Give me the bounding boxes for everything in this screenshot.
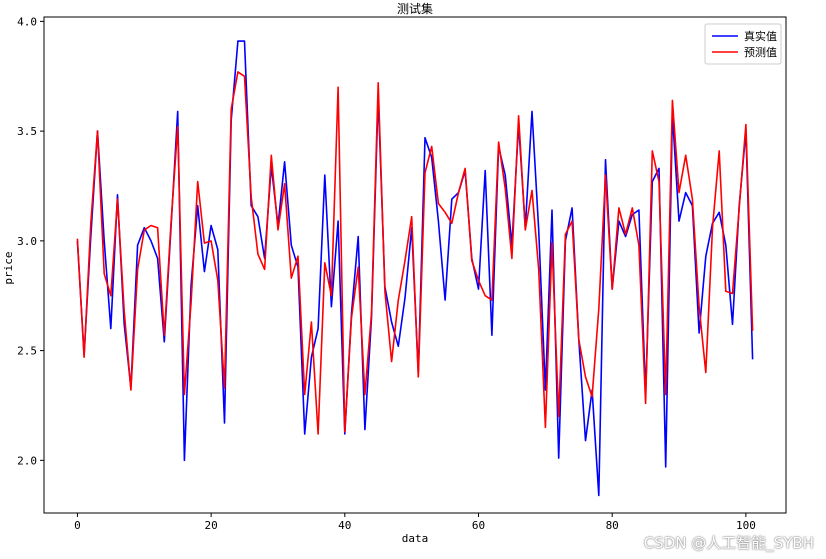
x-tick-label: 20 — [204, 519, 217, 532]
plot-frame — [43, 16, 787, 514]
y-axis-label: price — [2, 251, 15, 284]
legend: 真实值 预测值 — [704, 23, 782, 65]
x-tick-label: 100 — [736, 519, 756, 532]
legend-label-pred: 预测值 — [744, 46, 777, 59]
x-tick-label: 0 — [74, 519, 81, 532]
watermark: CSDN @人工智能_SYBH — [643, 534, 814, 552]
x-tick-label: 80 — [606, 519, 619, 532]
x-axis-ticks: 0 20 40 60 80 100 — [74, 513, 756, 532]
chart-title: 测试集 — [397, 1, 433, 16]
plot-lines — [76, 40, 754, 497]
y-axis-ticks: 2.0 2.5 3.0 3.5 4.0 — [17, 15, 44, 467]
y-tick-label: 2.0 — [17, 454, 37, 467]
x-axis-label: data — [402, 532, 429, 545]
y-tick-label: 2.5 — [17, 345, 37, 358]
legend-box — [704, 23, 782, 65]
legend-label-true: 真实值 — [744, 29, 777, 43]
series-line-pred — [76, 71, 754, 435]
y-tick-label: 3.0 — [17, 235, 37, 248]
x-tick-label: 60 — [472, 519, 485, 532]
y-tick-label: 4.0 — [17, 15, 37, 28]
x-tick-label: 40 — [338, 519, 351, 532]
y-tick-label: 3.5 — [17, 125, 37, 138]
